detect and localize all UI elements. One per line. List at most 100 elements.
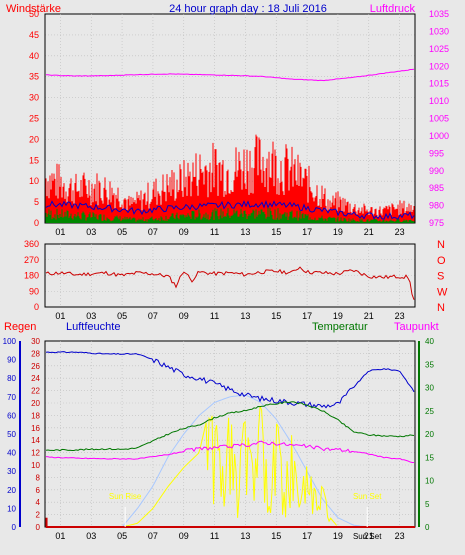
pressure-y-tick-label: 1000 <box>429 131 449 141</box>
wind-x-tick-label: 01 <box>55 227 65 237</box>
direction-x-tick-label: 05 <box>117 311 127 321</box>
pressure-y-tick-label: 980 <box>429 201 444 211</box>
wind-x-tick-label: 23 <box>395 227 405 237</box>
direction-x-tick-label: 21 <box>364 311 374 321</box>
solar-radiation-series <box>121 394 369 528</box>
climate-x-tick-label: 17 <box>302 531 312 541</box>
direction-x-tick-label: 01 <box>55 311 65 321</box>
direction-y-tick-label: 180 <box>24 271 39 281</box>
sunrise-annotation: Sun Rise <box>109 492 142 501</box>
direction-x-tick-label: 13 <box>240 311 250 321</box>
wind-y-tick-label: 5 <box>34 197 39 207</box>
wind-x-tick-label: 07 <box>148 227 158 237</box>
pressure-y-tick-label: 1005 <box>429 114 449 124</box>
pressure-y-tick-label: 1030 <box>429 26 449 36</box>
pressure-y-tick-label: 995 <box>429 148 444 158</box>
direction-y-tick-label: 360 <box>24 239 39 249</box>
climate-x-tick-label: 09 <box>179 531 189 541</box>
temperature-y-tick-label: 20 <box>425 430 434 439</box>
wind-x-tick-label: 11 <box>210 227 219 237</box>
direction-compass-label: N <box>437 302 445 314</box>
sunset-annotation: Sun Set <box>353 492 382 501</box>
temperature-y-tick-label: 15 <box>425 453 434 462</box>
direction-compass-label: S <box>437 271 444 283</box>
wind-line-series <box>45 199 415 220</box>
wind-average-series <box>45 207 415 223</box>
pressure-y-tick-label: 1020 <box>429 61 449 71</box>
direction-x-tick-label: 09 <box>179 311 189 321</box>
humidity-y-tick-label: 18 <box>31 411 40 420</box>
wind-x-tick-label: 09 <box>179 227 189 237</box>
temperature-y-tick-label: 40 <box>425 337 434 346</box>
humidity-y-tick-label: 26 <box>31 362 40 371</box>
wind-x-tick-label: 17 <box>302 227 312 237</box>
pressure-axis-title: Luftdruck <box>370 3 416 15</box>
temperature-humidity-panel: 0102030405060708090100024681012141618202… <box>3 337 435 541</box>
climate-x-tick-label: 15 <box>271 531 281 541</box>
climate-x-tick-label: 07 <box>148 531 158 541</box>
rain-y-tick-label: 80 <box>7 374 16 383</box>
rain-y-tick-label: 70 <box>7 393 16 402</box>
wind-y-tick-label: 45 <box>29 30 39 40</box>
direction-frame <box>44 243 416 308</box>
wind-axis-title: Windstärke <box>6 3 61 15</box>
pressure-y-tick-label: 1025 <box>429 44 449 54</box>
humidity-y-tick-label: 0 <box>36 523 41 532</box>
direction-compass-label: W <box>437 286 448 298</box>
rain-y-tick-label: 90 <box>7 356 16 365</box>
pressure-y-tick-label: 985 <box>429 183 444 193</box>
humidity-y-tick-label: 8 <box>36 473 41 482</box>
pressure-y-tick-label: 990 <box>429 166 444 176</box>
pressure-y-tick-label: 1015 <box>429 79 449 89</box>
direction-y-tick-label: 0 <box>34 302 39 312</box>
dewpoint-label: Taupunkt <box>394 321 439 333</box>
direction-x-tick-label: 11 <box>210 311 219 321</box>
rain-y-tick-label: 20 <box>7 486 16 495</box>
wind-direction-series <box>45 266 415 300</box>
direction-x-tick-label: 17 <box>302 311 312 321</box>
wind-y-tick-label: 20 <box>29 134 39 144</box>
sunshine-series <box>121 406 337 528</box>
humidity-y-tick-label: 20 <box>31 399 40 408</box>
humidity-series <box>45 351 415 409</box>
direction-compass-label: N <box>437 239 445 251</box>
chart-title: 24 hour graph day : 18 Juli 2016 <box>169 3 327 15</box>
wind-x-tick-label: 15 <box>271 227 281 237</box>
direction-y-tick-label: 90 <box>29 286 39 296</box>
climate-x-tick-label: 19 <box>333 531 343 541</box>
rain-y-tick-label: 0 <box>12 523 17 532</box>
pressure-y-tick-label: 975 <box>429 218 444 228</box>
rain-y-tick-label: 60 <box>7 411 16 420</box>
rain-y-tick-label: 30 <box>7 467 16 476</box>
climate-x-tick-label: 05 <box>117 531 127 541</box>
rain-y-tick-label: 40 <box>7 449 16 458</box>
chart-labels: Windstärke 24 hour graph day : 18 Juli 2… <box>4 3 439 333</box>
wind-y-tick-label: 50 <box>29 9 39 19</box>
climate-x-tick-label: 03 <box>86 531 96 541</box>
wind-direction-panel: 0 N 90 W 180 S 270 O 360 N 01 03 05 07 09 11 13 15 17 19 21 2… <box>24 239 448 321</box>
rain-y-tick-label: 50 <box>7 430 16 439</box>
climate-x-tick-label: 21 <box>364 531 374 541</box>
wind-x-tick-label: 21 <box>364 227 374 237</box>
sunset-axis-label: Sun Set <box>353 532 382 541</box>
humidity-y-tick-label: 2 <box>36 511 41 520</box>
rain-y-tick-label: 10 <box>7 504 16 513</box>
wind-y-tick-label: 15 <box>29 155 39 165</box>
wind-x-tick-label: 19 <box>333 227 343 237</box>
humidity-y-tick-label: 16 <box>31 424 40 433</box>
wind-x-tick-label: 05 <box>117 227 127 237</box>
wind-y-tick-label: 10 <box>29 176 39 186</box>
direction-y-tick-label: 270 <box>24 255 39 265</box>
pressure-line-series <box>46 68 415 82</box>
direction-x-tick-label: 23 <box>395 311 405 321</box>
humidity-y-tick-label: 28 <box>31 349 40 358</box>
humidity-y-tick-label: 6 <box>36 486 41 495</box>
temperature-y-tick-label: 0 <box>425 523 430 532</box>
pressure-y-tick-label: 1010 <box>429 96 449 106</box>
humidity-y-tick-label: 10 <box>31 461 40 470</box>
wind-pressure-panel: 0510152025303540455097598098599099510001… <box>29 9 449 237</box>
rain-label: Regen <box>4 321 36 333</box>
humidity-y-tick-label: 4 <box>36 498 41 507</box>
climate-x-tick-label: 13 <box>240 531 250 541</box>
